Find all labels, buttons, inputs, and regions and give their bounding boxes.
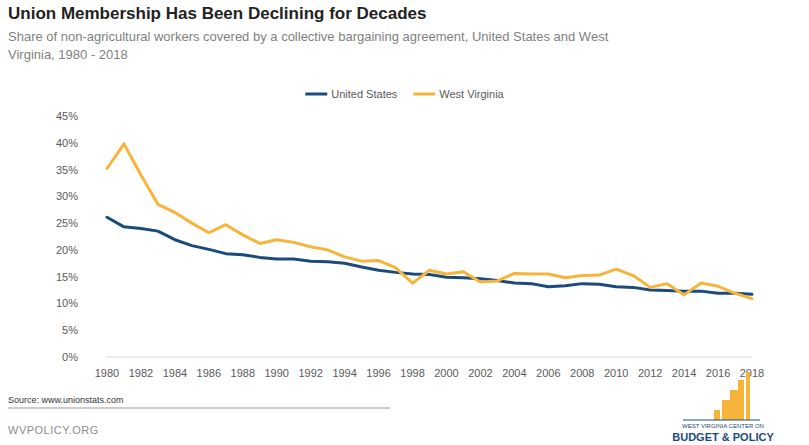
series-line: [107, 144, 752, 299]
y-tick-label: 40%: [56, 137, 78, 149]
x-tick-label: 1994: [332, 367, 356, 379]
logo-rule: [683, 420, 760, 421]
y-tick-label: 30%: [56, 190, 78, 202]
x-tick-label: 2002: [468, 367, 492, 379]
x-tick-label: 1990: [264, 367, 288, 379]
x-tick-label: 1998: [400, 367, 424, 379]
y-tick-label: 45%: [56, 110, 78, 122]
x-tick-label: 1984: [163, 367, 187, 379]
y-tick-label: 5%: [62, 324, 78, 336]
y-tick-label: 35%: [56, 164, 78, 176]
footer-rule: [8, 408, 390, 409]
subtitle: Virginia, 1980 - 2018: [8, 47, 128, 62]
y-tick-label: 0%: [62, 351, 78, 363]
logo-bar: [730, 390, 738, 420]
x-axis-line: [107, 357, 752, 358]
title: Union Membership Has Been Declining for …: [8, 4, 426, 23]
x-tick-label: 2010: [604, 367, 628, 379]
y-tick-label: 20%: [56, 244, 78, 256]
x-tick-label: 2018: [740, 367, 764, 379]
footer: WVPOLICY.ORG: [8, 424, 99, 436]
x-tick-label: 1980: [95, 367, 119, 379]
x-tick-label: 2008: [570, 367, 594, 379]
x-tick-label: 2016: [706, 367, 730, 379]
x-tick-label: 2012: [638, 367, 662, 379]
x-tick-label: 1996: [366, 367, 390, 379]
x-tick-label: 1986: [197, 367, 221, 379]
y-tick-label: 15%: [56, 271, 78, 283]
x-tick-label: 2014: [672, 367, 696, 379]
logo-bar: [714, 410, 720, 420]
subtitle: Share of non-agricultural workers covere…: [8, 29, 609, 44]
chart: Union Membership Has Been Declining for …: [0, 0, 809, 445]
y-tick-label: 25%: [56, 217, 78, 229]
legend-label: West Virginia: [439, 88, 504, 100]
logo-text: WEST VIRGINIA CENTER ON: [682, 423, 764, 429]
x-tick-label: 2004: [502, 367, 526, 379]
x-tick-label: 1992: [298, 367, 322, 379]
x-tick-label: 2006: [536, 367, 560, 379]
logo-bar: [722, 400, 730, 420]
x-tick-label: 2000: [434, 367, 458, 379]
logo-text: BUDGET & POLICY: [672, 431, 774, 443]
x-tick-label: 1982: [129, 367, 153, 379]
logo-bar: [738, 380, 744, 420]
legend-swatch: [305, 93, 327, 96]
legend-label: United States: [331, 88, 398, 100]
legend-swatch: [413, 93, 435, 96]
lines: [107, 144, 752, 299]
logo-bar: [746, 372, 750, 420]
y-tick-label: 10%: [56, 297, 78, 309]
x-tick-label: 1988: [231, 367, 255, 379]
source: Source: www.unionstats.com: [8, 395, 124, 405]
